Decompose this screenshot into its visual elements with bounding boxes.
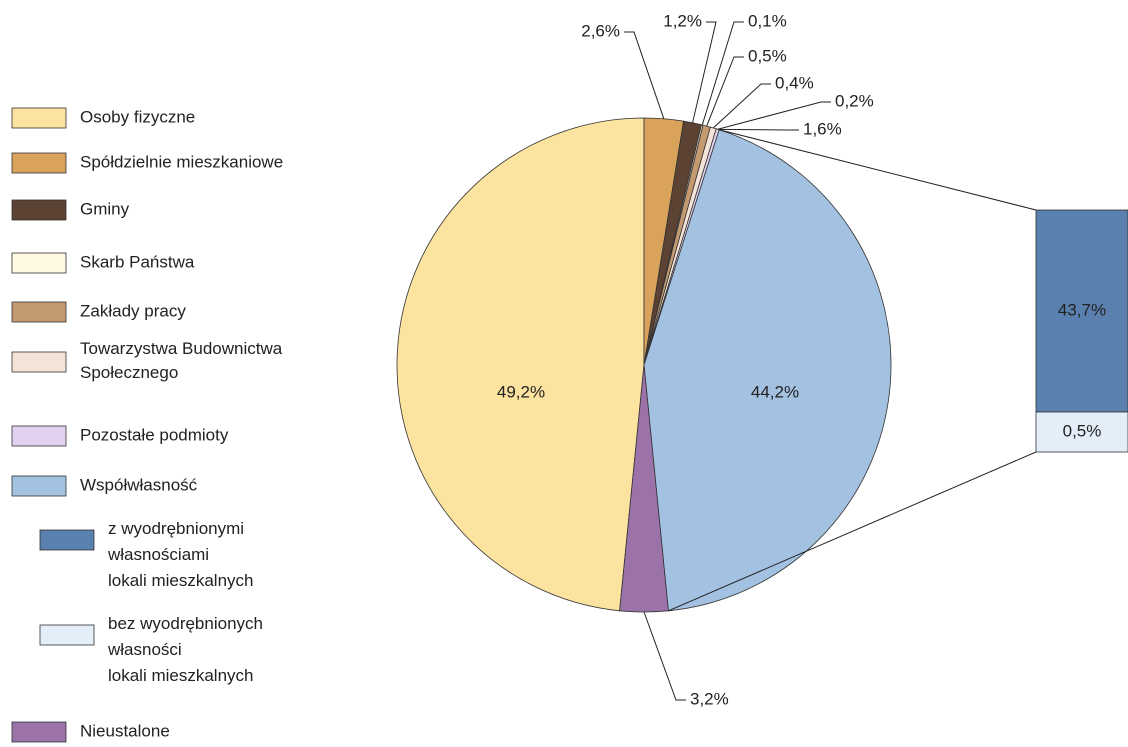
leader-line: [717, 101, 831, 130]
legend-swatch: [11, 475, 67, 497]
leader-line: [643, 611, 686, 701]
connector-line: [719, 129, 1037, 211]
slice-label: 49,2%: [497, 382, 545, 401]
legend-swatch: [11, 152, 67, 174]
legend-label: Osoby fizyczne: [80, 107, 195, 126]
slice-label: 0,5%: [748, 46, 787, 65]
legend-label: Towarzystwa Budownictwa Społecznego: [80, 339, 283, 382]
leader-line: [624, 31, 665, 119]
annotation: 1,6%: [803, 119, 842, 138]
slice-label: 0,1%: [748, 11, 787, 30]
slice-label: 44,2%: [751, 382, 799, 401]
pie-slice: [396, 117, 645, 612]
legend-swatch: [39, 624, 95, 646]
leader-line: [712, 83, 771, 129]
leader-line: [701, 21, 744, 126]
legend-swatch: [11, 721, 67, 743]
slice-label: 0,4%: [775, 73, 814, 92]
slice-label: 2,6%: [581, 21, 620, 40]
leader-line: [717, 128, 799, 131]
slice-label: 3,2%: [690, 689, 729, 708]
legend-swatch: [11, 425, 67, 447]
slice-label: 0,2%: [835, 91, 874, 110]
legend-label: bez wyodrębnionych własności lokali mieszk…: [107, 614, 263, 685]
pie-slice: [643, 129, 892, 612]
leader-line: [692, 21, 717, 123]
legend-swatch: [11, 301, 67, 323]
legend-label: Zakłady pracy: [80, 301, 186, 320]
legend-label: Spółdzielnie mieszkaniowe: [80, 152, 283, 171]
leader-line: [706, 56, 744, 127]
legend-swatch: [39, 529, 95, 551]
legend-label: Skarb Państwa: [80, 252, 195, 271]
legend-swatch: [11, 351, 67, 373]
legend-label: Gminy: [80, 199, 130, 218]
legend-swatch: [11, 199, 67, 221]
legend-swatch: [11, 252, 67, 274]
legend-label: z wyodrębnionymi własnościami lokali miesz…: [107, 519, 254, 590]
breakdown-segment: [1035, 411, 1128, 453]
legend-label: Pozostałe podmioty: [80, 425, 229, 444]
legend-label: Współwłasność: [80, 475, 198, 494]
connector-line: [668, 451, 1037, 612]
legend-swatch: [11, 107, 67, 129]
legend-label: Nieustalone: [80, 721, 170, 740]
breakdown-label: 0,5%: [1063, 421, 1102, 440]
breakdown-label: 43,7%: [1058, 300, 1106, 319]
slice-label: 1,2%: [663, 11, 702, 30]
